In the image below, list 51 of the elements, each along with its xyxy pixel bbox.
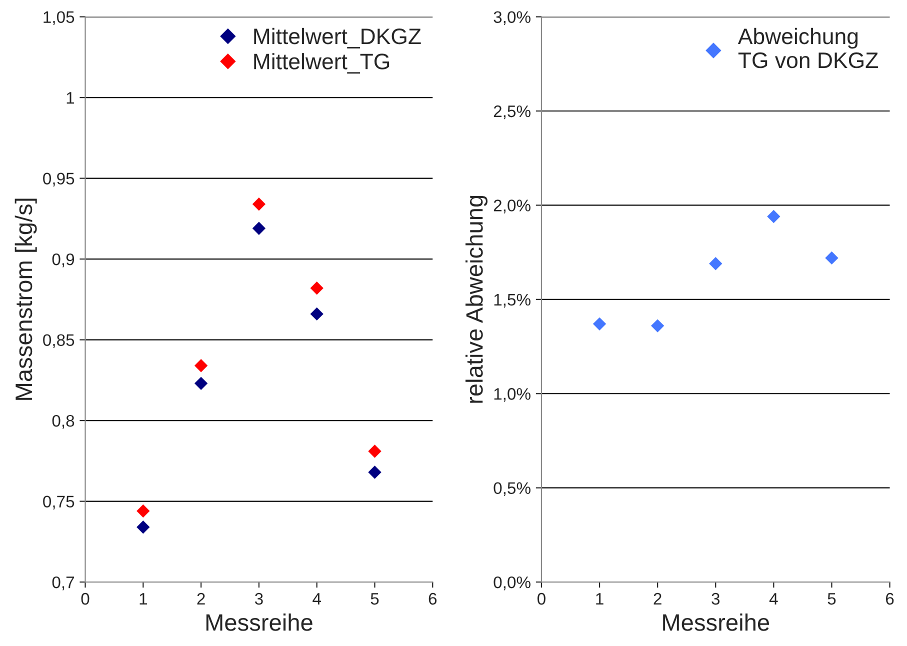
point [368,466,382,479]
x-tick-label: 1 [596,593,604,605]
y-tick-label: 0,7 [52,576,74,590]
y-tick-label: 0,85 [43,334,74,348]
legend-label: Abweichung TG von DKGZ [738,28,878,68]
y-tick-label: 0,0% [494,576,530,590]
point [310,282,324,295]
y-tick-label: 1,05 [44,11,74,25]
x-axis-title: Messreihe [663,614,770,631]
y-axis-title: Massenstrom [kg/s] [14,198,37,400]
x-tick-label: 2 [197,592,205,605]
point [310,307,324,321]
y-tick-label: 0,95 [43,172,74,186]
y-tick-label: 0,75 [43,496,74,510]
point [709,257,722,270]
point [136,504,150,518]
x-tick-label: 6 [886,592,894,605]
point [592,317,606,331]
x-tick-label: 5 [370,593,379,605]
x-tick-label: 0 [537,592,546,605]
y-tick-label: 0,8 [52,414,74,429]
y-tick-label: 1,0% [494,388,530,402]
x-tick-label: 5 [828,593,836,605]
y-tick-label: 3,0% [494,11,530,25]
y-tick-label: 2,5% [494,105,530,120]
point [194,376,208,390]
y-tick-label: 1,5% [494,294,530,308]
x-tick-label: 6 [428,592,437,605]
y-tick-label: 2,0% [494,200,530,214]
point [368,444,382,458]
legend-label: Mittelwert_TG [254,53,390,74]
point [825,251,838,265]
legend-label: Mittelwert_DKGZ [254,28,421,48]
point [650,319,664,332]
x-axis-title: Messreihe [206,614,312,631]
point [136,520,150,534]
y-tick-label: 1 [66,92,74,104]
x-tick-label: 0 [81,592,90,605]
point [194,359,208,372]
x-tick-label: 3 [712,592,720,605]
x-tick-label: 4 [769,593,778,605]
y-tick-label: 0,9 [52,253,74,268]
x-tick-label: 4 [312,593,321,605]
x-tick-label: 2 [654,592,662,605]
y-tick-label: 0,5% [494,482,530,496]
point [767,210,780,224]
point [252,198,266,211]
x-tick-label: 1 [140,593,147,605]
y-axis-title: relative Abweichung [466,196,488,403]
x-tick-label: 3 [254,592,263,605]
point [252,222,266,235]
